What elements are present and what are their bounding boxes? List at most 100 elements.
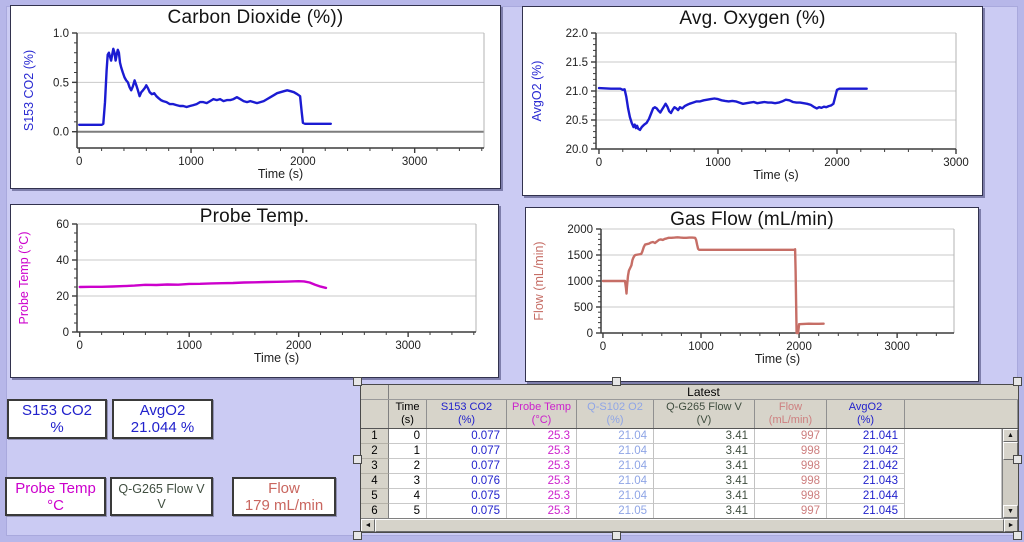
table-cell: 998	[755, 489, 827, 504]
table-cell: 3.41	[654, 489, 755, 504]
scroll-down-icon: ▼	[1007, 508, 1014, 515]
table-cell: 21.05	[577, 504, 654, 518]
scroll-right-icon: ►	[1007, 522, 1015, 529]
table-caption: Latest	[687, 385, 720, 399]
table-cell: 25.3	[507, 444, 577, 459]
horizontal-scroll-thumb[interactable]	[375, 519, 1004, 532]
probe-temp-chart-title: Probe Temp.	[199, 206, 310, 227]
svg-text:1000: 1000	[178, 156, 204, 168]
svg-text:Flow (mL/min): Flow (mL/min)	[532, 241, 546, 320]
scroll-left-button[interactable]: ◄	[361, 519, 375, 532]
table-cell: 3	[389, 474, 427, 489]
q-g265-flow-v-indicator-value: V	[157, 496, 166, 511]
column-header: Q-S102 O2 (%)	[577, 400, 654, 428]
selection-handle-bottom-right[interactable]	[1013, 531, 1022, 540]
s153-co2-indicator-value: %	[50, 419, 64, 436]
vertical-scroll-track[interactable]	[1003, 460, 1018, 505]
avgo2-indicator-value: 21.044 %	[130, 419, 195, 436]
co2-chart-plot: 0 1000 2000 3000 0.0 0.5 1.0 Time (s) S153 CO2 (…	[22, 28, 485, 181]
selection-handle-middle-left[interactable]	[353, 455, 362, 464]
table-cell: 21.042	[827, 459, 905, 474]
svg-text:1000: 1000	[567, 276, 593, 288]
selection-handle-bottom-left[interactable]	[353, 531, 362, 540]
table-caption-row: Latest	[361, 385, 1018, 400]
svg-text:0.0: 0.0	[53, 127, 69, 139]
table-horizontal-scrollbar[interactable]: ◄ ►	[361, 518, 1018, 532]
table-cell: 998	[755, 444, 827, 459]
svg-text:0.5: 0.5	[53, 77, 69, 89]
latest-data-table: Latest Time (s) S153 CO2 (%) Probe Temp (°C) Q…	[360, 384, 1019, 533]
flow-indicator-label: Flow	[268, 479, 300, 497]
svg-text:20.5: 20.5	[566, 115, 588, 127]
table-body-rows: 1 0 0.077 25.3 21.04 3.41 997 21.041 2 1 0.077 25.3…	[361, 429, 1003, 518]
svg-text:0: 0	[600, 341, 606, 353]
row-number: 1	[361, 429, 389, 444]
svg-text:1000: 1000	[176, 340, 202, 352]
table-vertical-scrollbar[interactable]: ▲ ▼	[1002, 429, 1018, 518]
table-cell: 0.075	[427, 489, 507, 504]
table-cell: 21.04	[577, 489, 654, 504]
flow-indicator-value: 179 mL/min	[244, 496, 324, 514]
svg-text:2000: 2000	[567, 224, 593, 236]
svg-text:1000: 1000	[705, 157, 731, 169]
svg-text:500: 500	[574, 302, 593, 314]
s153-co2-indicator-label: S153 CO2	[21, 402, 93, 419]
oxygen-chart-panel: 0 1000 2000 3000 20.0 20.5 21.0 21.5 22.0 Time (s…	[522, 6, 983, 196]
table-corner-cell	[361, 400, 389, 428]
table-cell-filler	[905, 429, 1003, 444]
svg-text:Time (s): Time (s)	[755, 352, 800, 366]
svg-text:2000: 2000	[786, 341, 812, 353]
selection-handle-top-middle[interactable]	[612, 377, 621, 386]
table-cell: 1	[389, 444, 427, 459]
q-g265-flow-v-indicator: Q-G265 Flow V V	[110, 477, 213, 516]
table-row: 2 1 0.077 25.3 21.04 3.41 998 21.042	[361, 444, 1003, 459]
table-caption-stub	[361, 385, 389, 399]
column-header: Flow (mL/min)	[755, 400, 827, 428]
svg-text:2000: 2000	[290, 156, 316, 168]
table-cell: 0.077	[427, 429, 507, 444]
table-cell-filler	[905, 444, 1003, 459]
table-cell: 0.077	[427, 459, 507, 474]
table-cell: 2	[389, 459, 427, 474]
svg-text:S153 CO2 (%): S153 CO2 (%)	[22, 50, 36, 131]
scroll-up-button[interactable]: ▲	[1003, 429, 1018, 442]
table-cell: 3.41	[654, 474, 755, 489]
svg-text:0: 0	[63, 327, 69, 339]
table-cell: 21.043	[827, 474, 905, 489]
table-cell: 21.04	[577, 429, 654, 444]
svg-text:40: 40	[56, 255, 69, 267]
probe-temp-indicator-value: °C	[47, 496, 64, 514]
table-cell-filler	[905, 474, 1003, 489]
svg-text:60: 60	[56, 219, 69, 231]
svg-text:20.0: 20.0	[566, 144, 588, 156]
svg-text:22.0: 22.0	[566, 28, 588, 40]
table-cell: 997	[755, 504, 827, 518]
svg-text:Time (s): Time (s)	[258, 167, 303, 181]
table-row: 5 4 0.075 25.3 21.04 3.41 998 21.044	[361, 489, 1003, 504]
svg-text:3000: 3000	[943, 157, 969, 169]
table-cell: 25.3	[507, 474, 577, 489]
svg-text:0: 0	[76, 156, 82, 168]
svg-text:21.0: 21.0	[566, 86, 588, 98]
column-header: AvgO2 (%)	[827, 400, 905, 428]
probe-temp-chart-plot: 0 1000 2000 3000 0 20 40 60 Time (s) Probe Temp (…	[17, 219, 477, 365]
table-row: 3 2 0.077 25.3 21.04 3.41 998 21.042	[361, 459, 1003, 474]
table-cell: 21.041	[827, 429, 905, 444]
scroll-right-button[interactable]: ►	[1004, 519, 1018, 532]
table-cell: 3.41	[654, 504, 755, 518]
scroll-down-button[interactable]: ▼	[1003, 505, 1018, 518]
probe-temp-chart-panel: 0 1000 2000 3000 0 20 40 60 Time (s) Probe Temp (…	[10, 204, 499, 378]
table-cell: 21.04	[577, 444, 654, 459]
svg-text:2000: 2000	[286, 340, 312, 352]
probe-temp-indicator-label: Probe Temp	[15, 479, 96, 497]
selection-handle-middle-right[interactable]	[1013, 455, 1022, 464]
row-number: 5	[361, 489, 389, 504]
selection-handle-bottom-middle[interactable]	[612, 531, 621, 540]
avgo2-indicator-label: AvgO2	[139, 402, 186, 419]
column-header: Time (s)	[389, 400, 427, 428]
scroll-up-icon: ▲	[1007, 432, 1014, 439]
column-header: Q-G265 Flow V (V)	[654, 400, 755, 428]
selection-handle-top-right[interactable]	[1013, 377, 1022, 386]
selection-handle-top-left[interactable]	[353, 377, 362, 386]
